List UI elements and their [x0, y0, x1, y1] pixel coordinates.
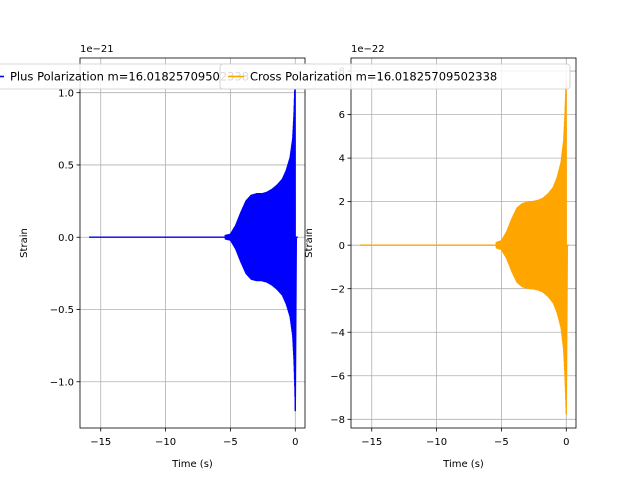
- x-tick-label: −10: [426, 437, 447, 448]
- axis-offset-text: 1e−21: [80, 44, 114, 55]
- x-axis-label: Time (s): [171, 459, 213, 470]
- y-tick-label: −8: [330, 415, 345, 426]
- y-tick-label: 2: [339, 197, 345, 208]
- x-tick-label: −10: [155, 437, 176, 448]
- y-tick-label: 0: [339, 241, 345, 252]
- legends: Plus Polarization m=16.01825709502338 Cro…: [0, 63, 571, 90]
- y-tick-label: −1.0: [50, 377, 74, 388]
- cross-polarization-axes: −15−10−50−8−6−4−202468Time (s)Strain1e−2…: [304, 44, 577, 470]
- y-tick-label: −2: [330, 284, 345, 295]
- axes-frame: [350, 57, 577, 429]
- series-line: [360, 79, 569, 415]
- y-axis-label: Strain: [19, 228, 30, 258]
- x-tick-label: −15: [361, 437, 382, 448]
- y-tick-label: 1.0: [58, 88, 74, 99]
- legend-box: [219, 63, 571, 90]
- y-tick-label: 4: [339, 154, 345, 165]
- series-line: [89, 71, 298, 412]
- y-tick-label: −0.5: [50, 305, 74, 316]
- y-tick-label: 0.5: [58, 161, 74, 172]
- x-tick-label: 0: [292, 437, 298, 448]
- x-tick-label: −15: [90, 437, 111, 448]
- y-tick-label: 6: [339, 110, 345, 121]
- y-tick-label: −4: [330, 328, 345, 339]
- axes-frame: [79, 57, 306, 429]
- legend-label: Cross Polarization m=16.01825709502338: [250, 70, 497, 84]
- x-tick-label: −5: [223, 437, 238, 448]
- plus-polarization-axes: −15 −10 −5 0 −1.0 −0.5 0.0 0.5 1.0 Time (s) Strain…: [19, 44, 306, 470]
- x-tick-label: −5: [494, 437, 509, 448]
- y-tick-label: 0.0: [58, 233, 74, 244]
- y-axis-label: Strain: [304, 228, 315, 258]
- y-tick-label: −6: [330, 371, 345, 382]
- x-tick-label: 0: [563, 437, 569, 448]
- legend-label: Plus Polarization m=16.01825709502338: [10, 70, 249, 84]
- axis-offset-text: 1e−22: [351, 44, 385, 55]
- x-axis-label: Time (s): [442, 459, 484, 470]
